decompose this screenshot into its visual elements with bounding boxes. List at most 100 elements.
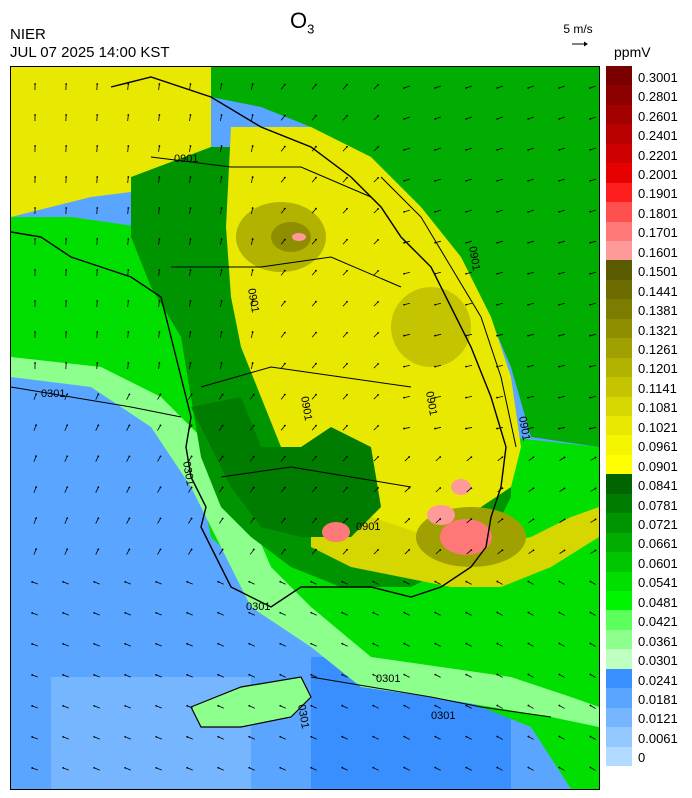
wind-vector: [63, 705, 69, 709]
wind-vector-head: [346, 269, 348, 272]
wind-vector: [64, 456, 68, 462]
wind-vector-head: [248, 704, 251, 707]
wind-vector-head: [403, 580, 406, 583]
wind-vector-head: [558, 580, 561, 583]
wind-vector: [528, 643, 534, 647]
wind-vector: [559, 240, 565, 244]
wind-vector: [435, 240, 441, 244]
wind-vector-head: [283, 145, 286, 148]
wind-vector: [404, 643, 410, 647]
wind-vector-head: [315, 517, 317, 520]
wind-vector: [189, 269, 191, 277]
wind-vector-head: [190, 486, 193, 489]
wind-vector-head: [439, 549, 442, 551]
wind-vector: [250, 114, 254, 122]
wind-vector-head: [283, 486, 286, 489]
legend-label: 0.0361: [638, 633, 678, 649]
wind-vector: [435, 612, 441, 616]
wind-vector-head: [127, 83, 130, 85]
wind-vector-head: [93, 736, 96, 738]
wind-vector-head: [128, 424, 131, 427]
wind-vector-head: [190, 393, 193, 396]
hotspot-west: [322, 522, 350, 542]
wind-vector-head: [221, 393, 224, 396]
wind-vector-head: [155, 735, 158, 738]
wind-vector-head: [558, 118, 561, 120]
wind-vector: [218, 425, 224, 431]
wind-vector: [342, 363, 348, 369]
wind-vector: [249, 549, 255, 555]
wind-vector-head: [315, 548, 317, 551]
wind-vector-head: [221, 548, 224, 551]
agency-label: NIER: [10, 26, 46, 43]
map-canvas: 0301 0301 0301 0301 0901 0901 0901 0901 …: [11, 67, 599, 789]
wind-vector: [126, 425, 130, 431]
wind-vector: [218, 518, 224, 524]
wind-vector: [435, 549, 441, 555]
wind-vector: [280, 518, 286, 524]
wind-vector: [465, 427, 473, 429]
wind-vector-head: [97, 424, 100, 427]
wind-vector: [33, 549, 37, 555]
wind-vector: [404, 178, 410, 182]
wind-vector-head: [62, 643, 65, 645]
wind-vector: [528, 116, 534, 120]
wind-vector-head: [434, 87, 437, 89]
wind-vector-head: [159, 393, 162, 396]
wind-vector-head: [496, 179, 499, 182]
wind-vector-head: [558, 87, 561, 89]
wind-vector: [404, 487, 410, 493]
wind-vector: [189, 238, 191, 246]
land-dark-forest: [191, 397, 381, 537]
wind-vector-head: [558, 272, 561, 275]
wind-vector-head: [589, 704, 592, 707]
wind-vector: [342, 767, 348, 771]
wind-vector-head: [315, 455, 317, 458]
wind-vector: [64, 394, 68, 400]
wind-vector-head: [465, 241, 468, 244]
wind-vector: [373, 363, 379, 369]
wind-vector-head: [124, 673, 127, 676]
wind-vector-head: [96, 145, 99, 147]
wind-vector-head: [186, 704, 189, 707]
wind-vector: [373, 487, 379, 493]
wind-vector: [342, 239, 348, 245]
wind-vector: [373, 425, 379, 431]
sea-light-area: [51, 677, 251, 789]
wind-vector-head: [594, 456, 597, 459]
wind-vector: [373, 146, 379, 152]
wind-vector: [497, 767, 503, 771]
wind-vector: [311, 643, 317, 647]
legend-swatch: [606, 318, 632, 339]
wind-vector: [497, 643, 503, 647]
wind-vector: [342, 612, 348, 616]
wind-vector-head: [346, 83, 348, 86]
wind-vector-head: [589, 365, 591, 368]
wind-vector-head: [403, 179, 406, 182]
legend-label: 0.1021: [638, 419, 678, 435]
wind-vector-head: [221, 424, 224, 427]
wind-vector-head: [527, 766, 530, 769]
wind-vector-head: [527, 642, 530, 645]
wind-vector-head: [527, 396, 529, 399]
wind-vector-head: [35, 548, 38, 551]
wind-vector-head: [220, 114, 223, 116]
wind-vector: [218, 487, 224, 493]
wind-vector-head: [465, 118, 468, 120]
wind-vector-head: [124, 766, 127, 769]
wind-vector: [188, 456, 192, 462]
wind-vector-head: [127, 238, 130, 240]
wind-vector: [218, 549, 224, 555]
wind-vector: [373, 612, 379, 616]
wind-vector-head: [158, 114, 161, 116]
wind-vector-head: [34, 114, 36, 116]
legend-label: 0.0901: [638, 458, 678, 474]
wind-vector: [466, 178, 472, 182]
wind-vector-head: [377, 424, 379, 427]
wind-vector-head: [65, 207, 68, 209]
wind-vector-head: [589, 642, 592, 645]
wind-vector: [218, 581, 224, 585]
wind-vector-head: [62, 674, 65, 676]
wind-vector-head: [217, 611, 220, 614]
wind-vector-head: [221, 517, 224, 520]
